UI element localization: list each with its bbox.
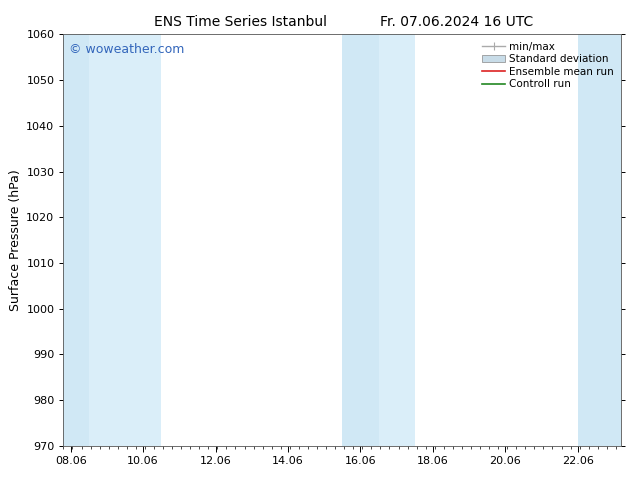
Bar	[342, 34, 378, 446]
Text: © woweather.com: © woweather.com	[69, 43, 184, 55]
Text: Fr. 07.06.2024 16 UTC: Fr. 07.06.2024 16 UTC	[380, 15, 533, 29]
Legend: min/max, Standard deviation, Ensemble mean run, Controll run: min/max, Standard deviation, Ensemble me…	[480, 40, 616, 92]
Text: ENS Time Series Istanbul: ENS Time Series Istanbul	[155, 15, 327, 29]
Bar	[578, 34, 621, 446]
Bar	[378, 34, 415, 446]
Y-axis label: Surface Pressure (hPa): Surface Pressure (hPa)	[9, 169, 22, 311]
Bar	[63, 34, 89, 446]
Bar	[89, 34, 161, 446]
